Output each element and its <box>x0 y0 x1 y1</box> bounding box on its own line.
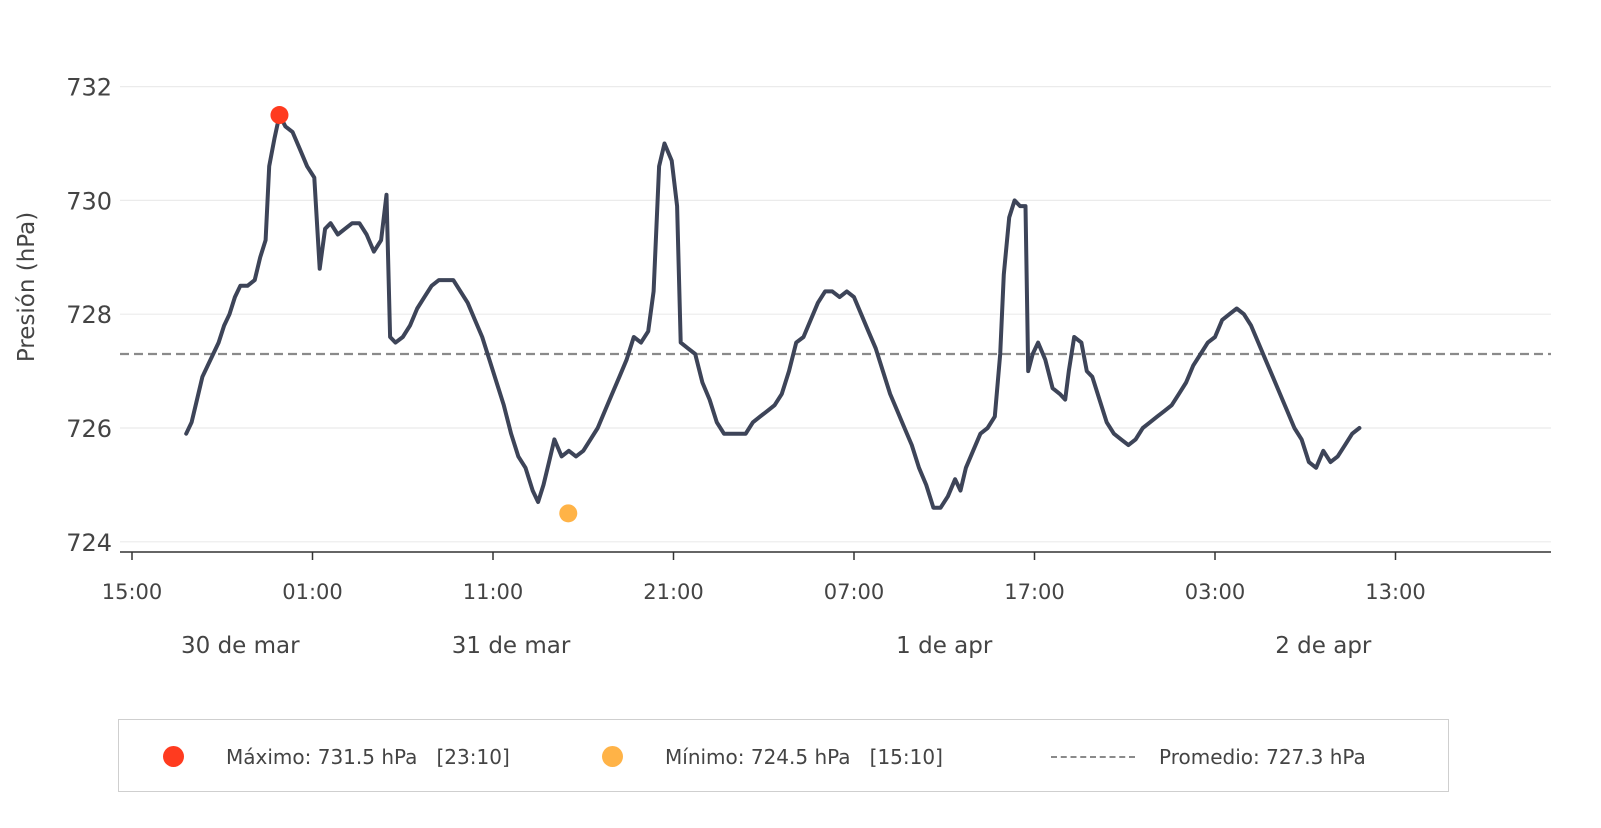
average-line-swatch <box>1051 755 1135 758</box>
y-tick-label-732: 732 <box>66 74 112 102</box>
x-tick-label: 01:00 <box>282 580 343 604</box>
date-label: 1 de apr <box>896 633 993 659</box>
x-tick-label: 21:00 <box>643 580 704 604</box>
date-label: 30 de mar <box>181 633 300 659</box>
markers-group <box>270 106 578 523</box>
x-tick-label: 17:00 <box>1004 580 1065 604</box>
legend-item-average: Promedio: 727.3 hPa <box>1051 720 1366 793</box>
x-tick-label: 13:00 <box>1365 580 1426 604</box>
y-tick-label-726: 726 <box>66 415 112 443</box>
y-tick-label-728: 728 <box>66 301 112 329</box>
pressure-series-line <box>184 113 1362 510</box>
date-label: 2 de apr <box>1275 633 1372 659</box>
y-tick-label-730: 730 <box>66 187 112 215</box>
legend: Máximo: 731.5 hPa [23:10] Mínimo: 724.5 … <box>118 719 1449 792</box>
x-tick-label: 11:00 <box>463 580 524 604</box>
max-marker-swatch <box>163 746 184 767</box>
y-tick-label-724: 724 <box>66 529 112 557</box>
min-marker-swatch <box>602 746 623 767</box>
legend-item-max: Máximo: 731.5 hPa [23:10] <box>163 720 510 793</box>
max-marker <box>270 106 289 125</box>
x-tick-label: 07:00 <box>824 580 885 604</box>
grid-lines <box>120 85 1551 543</box>
min-marker <box>559 504 578 523</box>
legend-max-text: Máximo: 731.5 hPa [23:10] <box>226 744 510 769</box>
legend-item-min: Mínimo: 724.5 hPa [15:10] <box>602 720 943 793</box>
legend-average-text: Promedio: 727.3 hPa <box>1159 744 1366 769</box>
x-tick-label: 03:00 <box>1185 580 1246 604</box>
y-axis-ticks: 724 726 728 730 732 <box>66 74 112 557</box>
series-group <box>184 113 1362 510</box>
x-tick-label: 15:00 <box>102 580 163 604</box>
legend-min-text: Mínimo: 724.5 hPa [15:10] <box>665 744 943 769</box>
x-axis: 15:00 01:00 11:00 21:00 07:00 17:00 03:00 13:00… <box>102 551 1551 659</box>
date-label: 31 de mar <box>452 633 571 659</box>
y-axis-label: Presión (hPa) <box>14 212 40 362</box>
